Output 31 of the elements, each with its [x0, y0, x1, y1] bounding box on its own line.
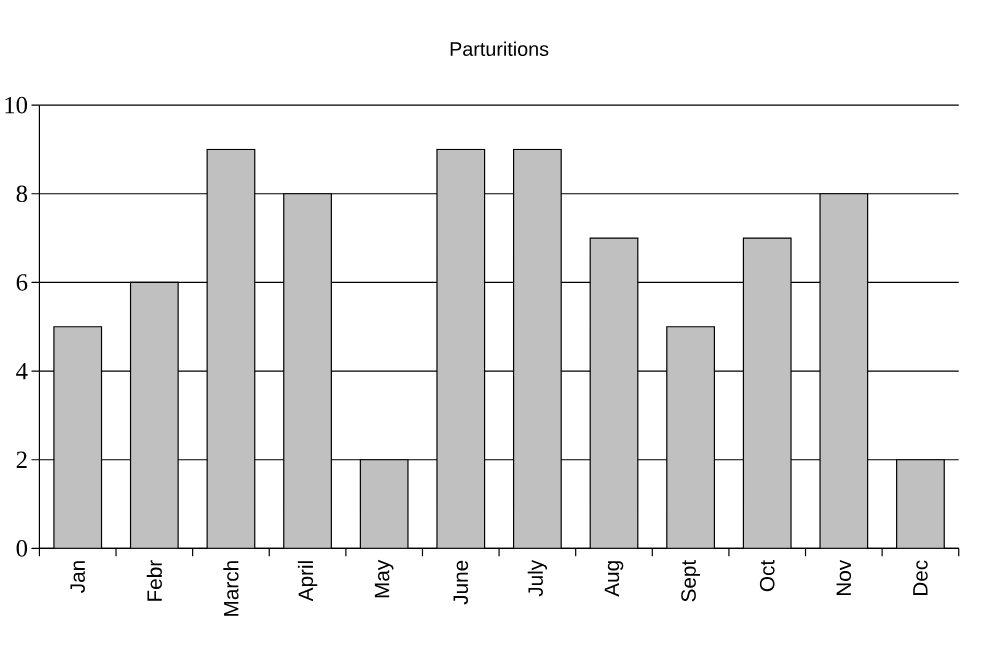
- bar: [53, 325, 103, 549]
- y-tick-label: 4: [16, 362, 28, 379]
- bar: [283, 192, 332, 549]
- chart-title: Parturitions: [450, 41, 549, 56]
- y-tick-label: 8: [16, 185, 28, 202]
- bar: [129, 281, 179, 549]
- bar: [589, 237, 639, 549]
- x-tick-label: Aug: [604, 560, 624, 597]
- x-tick-label: March: [223, 560, 239, 616]
- x-tick-label: May: [374, 559, 394, 598]
- y-tick-label: 10: [5, 96, 28, 114]
- x-tick-label: July: [527, 559, 548, 597]
- y-tick-label: 2: [16, 451, 27, 468]
- x-tick-label: Febr: [146, 559, 162, 601]
- x-tick-label: Dec: [913, 560, 928, 595]
- x-tick-label: Nov: [836, 559, 852, 595]
- x-tick-label: Oct: [759, 559, 775, 591]
- y-tick-label: 6: [16, 273, 28, 291]
- x-tick-label: June: [453, 560, 469, 605]
- bar: [436, 148, 486, 549]
- bar: [512, 148, 562, 549]
- x-tick-label: Jan: [70, 560, 85, 593]
- y-tick-label: 0: [16, 539, 28, 557]
- bar: [742, 237, 792, 549]
- bar: [206, 148, 256, 549]
- x-tick-label: Sept: [681, 559, 701, 602]
- bar: [819, 192, 869, 549]
- bar: [896, 458, 945, 549]
- x-tick-label: April: [297, 561, 318, 602]
- bar: [359, 458, 409, 549]
- bar: [666, 325, 716, 549]
